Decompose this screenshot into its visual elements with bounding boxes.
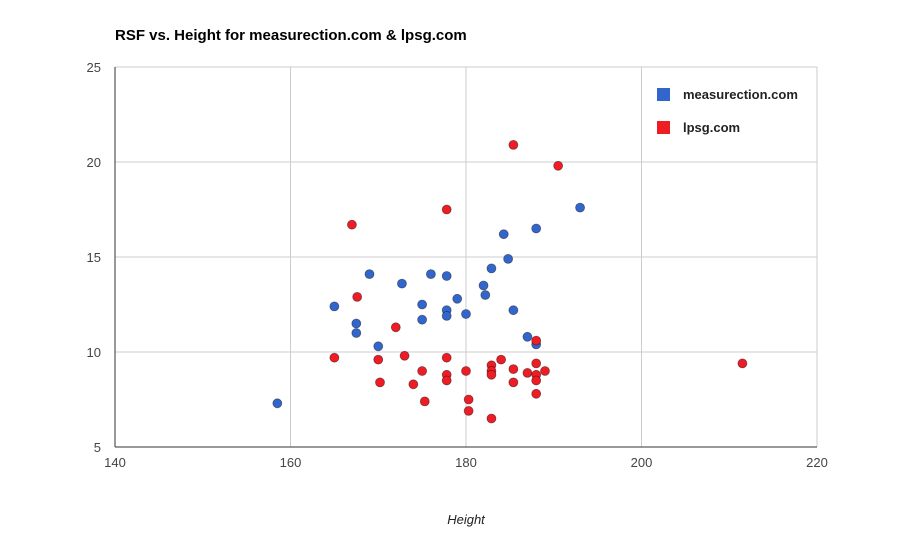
data-point-series-0: [478, 280, 489, 291]
y-tick-label: 25: [87, 60, 101, 75]
data-point-series-1: [496, 354, 507, 365]
data-point-series-1: [375, 377, 385, 388]
grid-lines: [115, 66, 818, 447]
tick-labels: 140 160 180 200 220 5 10 15 20 25: [87, 60, 828, 470]
data-point-series-1: [540, 366, 550, 376]
data-point-series-0: [329, 301, 340, 312]
data-point-series-0: [575, 202, 585, 213]
data-point-series-1: [441, 352, 452, 363]
data-point-series-0: [272, 398, 283, 409]
data-point-series-0: [531, 223, 542, 234]
data-point-series-0: [351, 318, 362, 329]
axes: [114, 67, 817, 448]
x-tick-label: 220: [806, 455, 828, 470]
data-point-series-0: [417, 314, 428, 325]
data-point-series-1: [531, 335, 542, 346]
data-point-series-0: [364, 269, 375, 280]
data-point-series-1: [737, 358, 748, 369]
data-point-series-1: [390, 322, 401, 333]
data-point-series-0: [373, 341, 384, 352]
data-point-series-1: [419, 396, 430, 407]
data-point-series-0: [508, 305, 519, 316]
x-tick-label: 160: [280, 455, 302, 470]
data-point-series-1: [461, 366, 471, 376]
data-point-series-1: [463, 405, 474, 416]
data-point-series-1: [408, 379, 419, 390]
data-point-series-1: [531, 358, 542, 369]
data-point-series-0: [351, 328, 362, 338]
data-point-series-1: [508, 377, 519, 388]
y-tick-label: 10: [87, 345, 101, 360]
data-point-series-0: [441, 271, 452, 281]
y-tick-label: 15: [87, 250, 101, 265]
data-point-series-1: [486, 413, 497, 424]
data-point-series-1: [486, 369, 497, 380]
legend-swatch: [657, 88, 670, 101]
data-point-series-1: [417, 366, 428, 376]
data-point-series-0: [425, 269, 436, 280]
data-point-series-1: [352, 291, 363, 302]
data-point-series-0: [480, 290, 491, 300]
data-point-series-1: [347, 219, 357, 230]
x-axis-label: Height: [447, 512, 486, 527]
legend-label: lpsg.com: [683, 120, 740, 135]
x-tick-label: 200: [631, 455, 653, 470]
data-point-series-1: [329, 352, 340, 363]
legend-label: measurection.com: [683, 87, 798, 102]
data-point-series-1: [531, 375, 542, 386]
data-point-series-1: [508, 364, 519, 375]
data-point-series-1: [399, 350, 410, 361]
y-tick-label: 20: [87, 155, 101, 170]
data-point-series-1: [531, 388, 542, 399]
data-point-series-0: [522, 331, 533, 342]
data-point-series-0: [441, 310, 452, 321]
y-tick-label: 5: [94, 440, 101, 455]
data-point-series-0: [503, 253, 514, 264]
legend-swatch: [657, 121, 670, 134]
data-point-series-1: [441, 375, 452, 386]
data-point-series-1: [463, 394, 474, 405]
legend: measurection.com lpsg.com: [657, 87, 798, 135]
data-point-series-1: [441, 204, 452, 215]
data-point-series-1: [522, 367, 533, 378]
data-point-series-1: [373, 354, 384, 365]
data-points: [272, 139, 748, 424]
data-point-series-0: [417, 299, 428, 310]
data-point-series-0: [498, 229, 509, 240]
data-point-series-0: [486, 263, 497, 274]
data-point-series-0: [452, 293, 463, 304]
data-point-series-0: [397, 278, 407, 289]
data-point-series-0: [461, 309, 471, 319]
data-point-series-1: [508, 139, 519, 150]
data-point-series-1: [553, 160, 564, 171]
x-tick-label: 140: [104, 455, 126, 470]
x-tick-label: 180: [455, 455, 477, 470]
chart-title: RSF vs. Height for measurection.com & lp…: [115, 27, 467, 44]
